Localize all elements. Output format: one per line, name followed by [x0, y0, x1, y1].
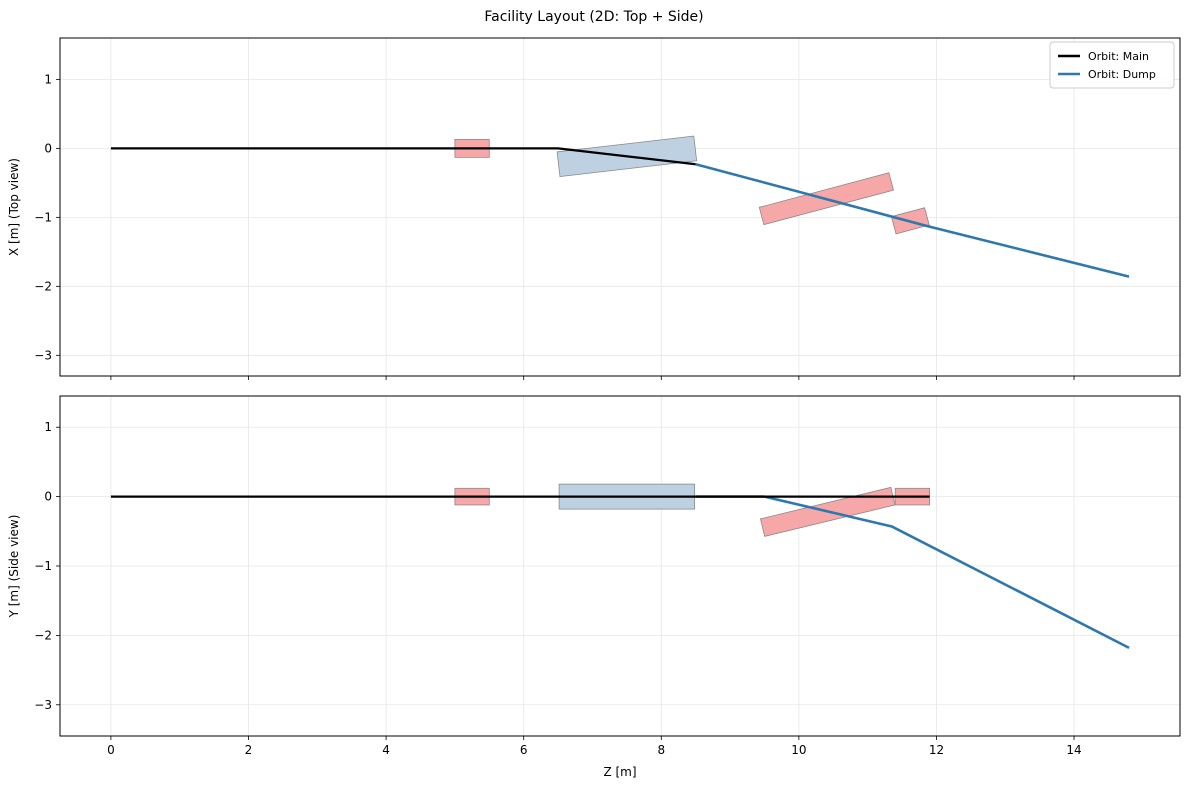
y-tick-label: 1	[44, 72, 52, 86]
y-tick-label: −1	[34, 210, 52, 224]
x-tick-label: 6	[520, 743, 528, 757]
y-tick-label: 0	[44, 490, 52, 504]
x-axis-label: Z [m]	[603, 765, 636, 779]
x-tick-label: 8	[657, 743, 665, 757]
y-tick-label: −2	[34, 628, 52, 642]
y-tick-label: 0	[44, 141, 52, 155]
x-tick-label: 4	[382, 743, 390, 757]
x-tick-label: 14	[1066, 743, 1081, 757]
y-tick-label: −2	[34, 279, 52, 293]
y-tick-label: 1	[44, 420, 52, 434]
y-axis-label: X [m] (Top view)	[7, 158, 21, 256]
orbit-dump-line	[695, 162, 1130, 278]
axes-panel-1: 10−1−2−3X [m] (Top view)Orbit: MainOrbit…	[7, 37, 1181, 380]
legend: Orbit: Main Orbit: Dump	[1049, 41, 1175, 89]
y-tick-label: −1	[34, 559, 52, 573]
y-axis-label: Y [m] (Side view)	[7, 515, 21, 619]
y-tick-label: −3	[34, 698, 52, 712]
axes-frame	[59, 37, 1181, 377]
x-tick-label: 12	[929, 743, 944, 757]
x-tick-label: 10	[791, 743, 806, 757]
x-tick-label: 0	[107, 743, 115, 757]
legend-label-dump: Orbit: Dump	[1088, 68, 1156, 81]
plot-area	[110, 483, 1130, 650]
legend-label-main: Orbit: Main	[1088, 50, 1149, 63]
plot-area	[110, 135, 1130, 278]
legend-box	[1049, 41, 1175, 89]
x-tick-label: 2	[245, 743, 253, 757]
y-tick-label: −3	[34, 348, 52, 362]
figure-title: Facility Layout (2D: Top + Side)	[484, 9, 703, 25]
orbit-main-line	[110, 147, 696, 166]
